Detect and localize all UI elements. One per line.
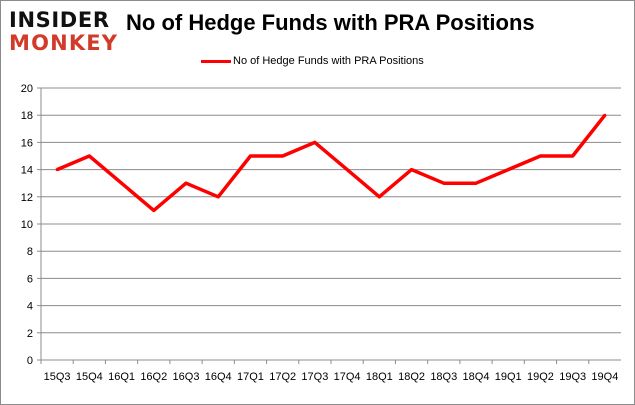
data-point (474, 181, 478, 185)
x-tick-label: 18Q4 (463, 371, 490, 383)
data-point (571, 154, 575, 158)
y-tick-label: 8 (27, 246, 33, 258)
y-tick-label: 18 (21, 110, 33, 122)
y-tick-label: 6 (27, 273, 33, 285)
x-tick-label: 19Q3 (559, 371, 586, 383)
chart-title: No of Hedge Funds with PRA Positions (126, 10, 535, 35)
x-tick-label: 19Q4 (591, 371, 618, 383)
y-tick-label: 12 (21, 192, 33, 204)
x-tick-label: 17Q2 (269, 371, 296, 383)
x-tick-label: 16Q4 (205, 371, 232, 383)
data-point (410, 168, 414, 172)
legend: No of Hedge Funds with PRA Positions (201, 55, 424, 67)
data-point (442, 181, 446, 185)
data-point (152, 208, 156, 212)
data-point (506, 168, 510, 172)
y-tick-label: 20 (21, 83, 33, 95)
y-tick-label: 14 (21, 165, 33, 177)
y-tick-label: 16 (21, 137, 33, 149)
x-tick-label: 16Q2 (140, 371, 167, 383)
x-tick-label: 18Q2 (398, 371, 425, 383)
series-line (56, 114, 607, 213)
x-tick-label: 17Q1 (237, 371, 264, 383)
data-point (248, 154, 252, 158)
x-tick-label: 19Q1 (495, 371, 522, 383)
data-point (87, 154, 91, 158)
y-tick-label: 4 (27, 301, 33, 313)
x-tick-label: 15Q4 (76, 371, 103, 383)
x-tick-label: 18Q3 (430, 371, 457, 383)
data-point (184, 181, 188, 185)
y-tick-label: 10 (21, 219, 33, 231)
insider-monkey-logo: INSIDER MONKEY (9, 8, 118, 53)
svg-text:MONKEY: MONKEY (9, 31, 118, 53)
data-point (216, 195, 220, 199)
legend-label: No of Hedge Funds with PRA Positions (233, 55, 424, 67)
x-tick-label: 17Q3 (301, 371, 328, 383)
data-point (345, 168, 349, 172)
x-tick-label: 19Q2 (527, 371, 554, 383)
data-point (377, 195, 381, 199)
x-tick-label: 17Q4 (334, 371, 361, 383)
data-point (313, 140, 317, 144)
x-tick-label: 18Q1 (366, 371, 393, 383)
y-tick-label: 2 (27, 328, 33, 340)
legend-swatch (201, 59, 231, 63)
data-point (55, 168, 59, 172)
y-tick-label: 0 (27, 355, 33, 367)
x-tick-label: 16Q1 (108, 371, 135, 383)
x-tick-label: 16Q3 (173, 371, 200, 383)
x-tick-label: 15Q3 (44, 371, 71, 383)
data-point (603, 113, 607, 117)
data-point (120, 181, 124, 185)
data-point (281, 154, 285, 158)
data-point (538, 154, 542, 158)
svg-text:INSIDER: INSIDER (9, 8, 109, 32)
